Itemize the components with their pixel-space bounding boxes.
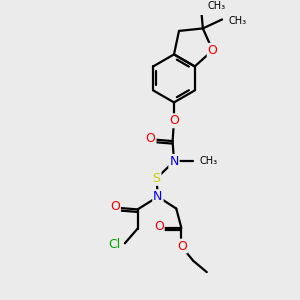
Text: S: S bbox=[152, 172, 160, 185]
Text: O: O bbox=[154, 220, 164, 232]
Text: O: O bbox=[177, 240, 187, 253]
Text: CH₃: CH₃ bbox=[228, 16, 246, 26]
Text: O: O bbox=[110, 200, 120, 213]
Text: O: O bbox=[169, 114, 179, 127]
Text: O: O bbox=[146, 132, 155, 145]
Text: Cl: Cl bbox=[108, 238, 121, 251]
Text: CH₃: CH₃ bbox=[207, 1, 225, 11]
Text: CH₃: CH₃ bbox=[200, 156, 217, 167]
Text: N: N bbox=[169, 155, 179, 168]
Text: N: N bbox=[153, 190, 163, 203]
Text: O: O bbox=[208, 44, 218, 57]
